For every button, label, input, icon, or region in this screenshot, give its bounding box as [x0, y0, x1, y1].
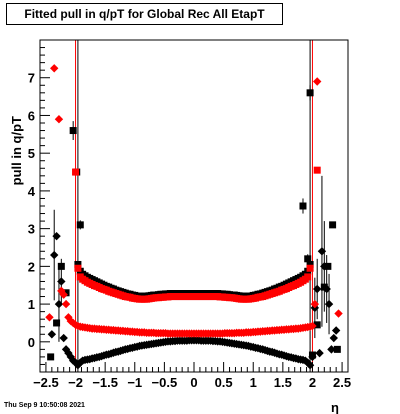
- x-tick-label: 1.5: [274, 375, 292, 390]
- x-tick-label: 2: [309, 375, 316, 390]
- data-point-square: [306, 260, 314, 268]
- data-point-diamond: [59, 290, 68, 299]
- x-tick-label: 2.5: [333, 375, 351, 390]
- x-tick-label: −0.5: [152, 375, 178, 390]
- data-point-diamond: [315, 348, 324, 358]
- data-point-square: [57, 262, 65, 270]
- x-tick-label: 1: [250, 375, 257, 390]
- data-point-diamond: [313, 77, 322, 86]
- data-point-square: [304, 255, 312, 263]
- data-point-diamond: [59, 333, 68, 343]
- footer-timestamp: Thu Sep 9 10:50:08 2021: [4, 402, 85, 409]
- data-point-square: [313, 321, 321, 329]
- x-tick-label: −2.5: [33, 375, 59, 390]
- y-tick-label: 3: [28, 222, 35, 237]
- data-point-square: [72, 168, 80, 176]
- data-point-diamond: [61, 299, 71, 309]
- data-point-diamond: [47, 330, 57, 339]
- y-axis-title: pull in q/pT: [9, 116, 24, 185]
- x-axis-title: η: [331, 400, 339, 414]
- data-point-diamond: [331, 326, 341, 335]
- data-point-diamond: [310, 299, 320, 309]
- y-tick-label: 4: [28, 184, 36, 199]
- data-point-diamond: [334, 309, 343, 318]
- y-tick-label: 2: [28, 259, 35, 274]
- data-point-square: [53, 319, 61, 327]
- data-point-diamond: [54, 115, 64, 124]
- data-point-diamond: [50, 64, 59, 73]
- y-tick-label: 7: [28, 71, 35, 86]
- data-point-diamond: [313, 284, 322, 294]
- data-point-square: [333, 345, 341, 353]
- data-point-square: [47, 353, 55, 361]
- data-point-square: [76, 221, 84, 229]
- data-point-square: [329, 221, 337, 229]
- data-point-square: [62, 289, 70, 297]
- data-point-diamond: [308, 352, 317, 362]
- data-point-diamond: [57, 277, 66, 286]
- data-point-diamond: [308, 321, 317, 331]
- data-point-diamond: [50, 250, 59, 260]
- x-tick-label: −1: [127, 375, 142, 390]
- data-point-diamond: [317, 247, 327, 256]
- data-point-diamond: [320, 262, 329, 271]
- data-point-diamond: [54, 299, 64, 309]
- y-tick-label: 1: [28, 297, 35, 312]
- data-point-diamond: [329, 333, 338, 343]
- data-point-square: [74, 260, 82, 268]
- y-tick-label: 0: [28, 335, 35, 350]
- data-point-diamond: [45, 313, 54, 322]
- data-point-square: [306, 264, 314, 272]
- y-tick-label: 6: [28, 108, 35, 123]
- data-point-diamond: [57, 286, 66, 296]
- x-tick-label: −1.5: [92, 375, 118, 390]
- data-point-square: [306, 89, 314, 97]
- x-tick-label: −2: [68, 375, 83, 390]
- data-point-square: [69, 127, 77, 135]
- data-point-diamond: [324, 299, 334, 309]
- data-point-square: [74, 264, 82, 272]
- data-point-square: [320, 283, 328, 291]
- data-point-diamond: [327, 345, 336, 354]
- data-point-diamond: [322, 284, 331, 294]
- x-tick-label: 0.5: [215, 375, 233, 390]
- data-point-diamond: [52, 231, 61, 241]
- data-point-square: [299, 202, 307, 210]
- y-tick-label: 5: [28, 146, 35, 161]
- chart-title: Fitted pull in q/pT for Global Rec All E…: [6, 3, 283, 25]
- x-tick-label: 0: [190, 375, 197, 390]
- data-point-square: [304, 273, 312, 281]
- data-point-square: [313, 166, 321, 174]
